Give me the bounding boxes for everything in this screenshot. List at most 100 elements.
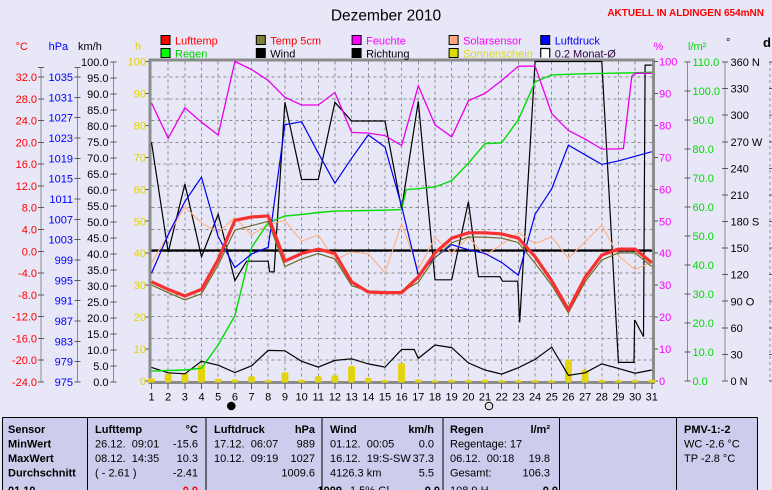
svg-text:20.0: 20.0: [693, 318, 714, 330]
svg-text:70: 70: [134, 152, 146, 164]
svg-text:995: 995: [55, 275, 73, 287]
svg-text:4.0: 4.0: [22, 225, 37, 237]
svg-text:17.12. 06:07: 17.12. 06:07: [214, 439, 278, 451]
svg-text:29: 29: [612, 392, 624, 404]
svg-text:1031: 1031: [49, 92, 73, 104]
svg-text:0.0: 0.0: [183, 485, 198, 490]
svg-text:Gesamt:: Gesamt:: [450, 468, 492, 480]
svg-text:0 N: 0 N: [731, 376, 748, 388]
svg-text:4126.3 km: 4126.3 km: [330, 468, 381, 480]
svg-text:Wind: Wind: [330, 424, 357, 436]
svg-text:70.0: 70.0: [87, 153, 108, 165]
svg-text:70.0: 70.0: [693, 173, 714, 185]
svg-text:40.0: 40.0: [693, 260, 714, 272]
svg-text:l/m²: l/m²: [688, 41, 707, 53]
svg-text:01.10: 01.10: [8, 485, 36, 490]
svg-text:0.0: 0.0: [22, 246, 37, 258]
svg-text:180 S: 180 S: [731, 217, 760, 229]
svg-text:30.0: 30.0: [87, 281, 108, 293]
svg-text:7: 7: [248, 392, 254, 404]
svg-text:Solarsensor: Solarsensor: [463, 36, 522, 48]
svg-text:60.0: 60.0: [87, 185, 108, 197]
svg-text:70: 70: [659, 152, 671, 164]
svg-text:80.0: 80.0: [693, 144, 714, 156]
svg-text:30: 30: [731, 349, 743, 361]
svg-text:TP -2.8 °C: TP -2.8 °C: [684, 453, 735, 465]
svg-text:15: 15: [379, 392, 391, 404]
svg-text:30: 30: [629, 392, 641, 404]
svg-text:26: 26: [562, 392, 574, 404]
svg-text:Lufttemp: Lufttemp: [175, 36, 218, 48]
svg-text:55.0: 55.0: [87, 201, 108, 213]
svg-text:19.8: 19.8: [529, 453, 550, 465]
svg-text:24.0: 24.0: [16, 116, 37, 128]
svg-text:50.0: 50.0: [87, 217, 108, 229]
svg-text:90.0: 90.0: [87, 89, 108, 101]
svg-text:19: 19: [446, 392, 458, 404]
svg-text:13: 13: [345, 392, 357, 404]
svg-text:16.0: 16.0: [16, 159, 37, 171]
svg-text:Luftdruck: Luftdruck: [214, 424, 266, 436]
svg-text:-15.6: -15.6: [173, 439, 198, 451]
svg-text:°C: °C: [186, 424, 198, 436]
svg-text:Richtung: Richtung: [366, 49, 409, 61]
svg-text:16.12. 19:S-SW: 16.12. 19:S-SW: [330, 453, 411, 465]
svg-text:100.0: 100.0: [693, 86, 721, 98]
svg-text:40: 40: [134, 248, 146, 260]
svg-text:20: 20: [134, 312, 146, 324]
svg-text:0: 0: [659, 376, 665, 388]
svg-text:1003: 1003: [49, 235, 73, 247]
svg-text:0.0: 0.0: [693, 376, 708, 388]
svg-text:9: 9: [282, 392, 288, 404]
svg-text:40.0: 40.0: [87, 249, 108, 261]
svg-text:Regen: Regen: [175, 49, 207, 61]
svg-text:-8.0: -8.0: [18, 290, 37, 302]
svg-text:08.12. 14:35: 08.12. 14:35: [95, 453, 159, 465]
svg-text:5.0: 5.0: [93, 361, 108, 373]
svg-text:0: 0: [140, 376, 146, 388]
svg-text:h: h: [135, 41, 141, 53]
svg-text:Luftdruck: Luftdruck: [555, 36, 601, 48]
svg-text:-16.0: -16.0: [12, 333, 37, 345]
svg-text:14: 14: [362, 392, 374, 404]
svg-text:5.5: 5.5: [419, 468, 434, 480]
svg-text:1023: 1023: [49, 133, 73, 145]
svg-text:0.0: 0.0: [543, 485, 558, 490]
svg-text:28.0: 28.0: [16, 94, 37, 106]
svg-text:12.0: 12.0: [16, 181, 37, 193]
svg-text:12: 12: [329, 392, 341, 404]
svg-text:106.3: 106.3: [522, 468, 550, 480]
svg-text:PMV-1:-2: PMV-1:-2: [684, 424, 730, 436]
svg-text:22: 22: [496, 392, 508, 404]
svg-text:20: 20: [659, 312, 671, 324]
svg-text:MinWert: MinWert: [8, 439, 52, 451]
svg-text:60: 60: [731, 323, 743, 335]
svg-text:100: 100: [659, 57, 677, 69]
svg-text:991: 991: [55, 296, 73, 308]
svg-text:l/m²: l/m²: [530, 424, 550, 436]
svg-text:1009: 1009: [318, 485, 342, 490]
svg-text:999: 999: [55, 255, 73, 267]
svg-text:18: 18: [429, 392, 441, 404]
svg-text:-24.0: -24.0: [12, 377, 37, 389]
svg-text:-4.0: -4.0: [18, 268, 37, 280]
svg-text:40: 40: [659, 248, 671, 260]
svg-text:983: 983: [55, 336, 73, 348]
svg-text:1019: 1019: [49, 153, 73, 165]
svg-text:27: 27: [579, 392, 591, 404]
svg-text:300: 300: [731, 110, 749, 122]
svg-text:8.0: 8.0: [22, 203, 37, 215]
svg-text:1027: 1027: [291, 453, 315, 465]
svg-text:210: 210: [731, 190, 749, 202]
svg-text:28: 28: [596, 392, 608, 404]
svg-text:WC -2.6 °C: WC -2.6 °C: [684, 439, 740, 451]
svg-text:Durchschnitt: Durchschnitt: [8, 468, 76, 480]
svg-text:15.0: 15.0: [87, 329, 108, 341]
svg-text:30: 30: [659, 280, 671, 292]
svg-text:10.0: 10.0: [87, 345, 108, 357]
svg-text:50: 50: [659, 216, 671, 228]
svg-text:987: 987: [55, 316, 73, 328]
svg-text:20.0: 20.0: [87, 313, 108, 325]
svg-text:0.0: 0.0: [425, 485, 440, 490]
svg-text:1035: 1035: [49, 72, 73, 84]
